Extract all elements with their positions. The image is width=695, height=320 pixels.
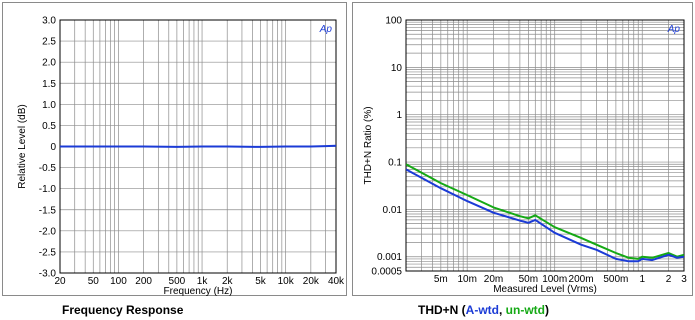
y-tick-label: 10 (391, 63, 403, 74)
y-tick-label: 0 (50, 142, 56, 153)
y-tick-label: -3.0 (39, 269, 57, 280)
y-tick-label: 0.1 (388, 158, 402, 169)
x-tick-label: 2 (666, 274, 672, 285)
series-line-un-wtd (406, 163, 684, 260)
x-tick-label: 500 (169, 276, 186, 287)
y-tick-label: 1.5 (42, 79, 56, 90)
x-tick-label: 2k (222, 276, 234, 287)
thd-n-caption-a-wtd: A-wtd (465, 303, 499, 317)
x-tick-label: 3 (681, 274, 687, 285)
x-tick-label: 20k (303, 276, 320, 287)
y-tick-label: 2.0 (42, 58, 56, 69)
thd-n-caption-prefix: THD+N ( (418, 303, 466, 317)
x-tick-label: 10k (278, 276, 295, 287)
thd-n-caption-suffix: ) (545, 303, 549, 317)
x-tick-label: 5k (255, 276, 267, 287)
x-axis-label: Measured Level (Vrms) (493, 284, 597, 295)
ap-logo: Ap (319, 24, 333, 35)
x-tick-label: 100 (110, 276, 127, 287)
x-tick-label: 10m (457, 274, 476, 285)
y-tick-label: 2.5 (42, 37, 56, 48)
x-tick-label: 1 (639, 274, 645, 285)
x-tick-label: 50 (88, 276, 100, 287)
y-axis-label: THD+N Ratio (%) (363, 106, 374, 184)
y-tick-label: -2.0 (39, 226, 57, 237)
y-tick-label: 0.01 (383, 205, 403, 216)
x-tick-label: 20m (484, 274, 503, 285)
x-tick-label: 20 (54, 276, 66, 287)
y-tick-label: -1.5 (39, 205, 57, 216)
x-tick-label: 50m (519, 274, 538, 285)
x-tick-label: 200 (135, 276, 152, 287)
frequency-response-panel: 3.0 2.5 2.0 1.5 1.0 0.5 0 -0.5 -1.0 -1.5 -2.0 -2.5 -… (2, 2, 347, 298)
y-tick-label: 0.001 (377, 252, 402, 263)
frequency-response-caption: Frequency Response (62, 303, 183, 317)
y-tick-label: 0.5 (42, 121, 56, 132)
frequency-response-chart: 3.0 2.5 2.0 1.5 1.0 0.5 0 -0.5 -1.0 -1.5 -2.0 -2.5 -… (17, 16, 345, 298)
y-tick-label: 0.0005 (371, 267, 402, 278)
y-tick-label: -2.5 (39, 247, 57, 258)
y-tick-label: 1.0 (42, 100, 56, 111)
y-tick-label: -1.0 (39, 184, 57, 195)
x-tick-label: 500m (603, 274, 628, 285)
series-line (60, 144, 336, 148)
x-tick-label: 1k (197, 276, 209, 287)
x-tick-label: 40k (328, 276, 345, 287)
frequency-response-caption-text: Frequency Response (62, 303, 184, 317)
y-tick-label: 100 (385, 16, 402, 27)
ap-logo: Ap (667, 24, 681, 35)
y-tick-label: -0.5 (39, 163, 57, 174)
y-tick-label: 3.0 (42, 16, 56, 27)
thd-n-caption-un-wtd: un-wtd (505, 303, 545, 317)
y-axis-label: Relative Level (dB) (17, 104, 28, 188)
thd-n-panel: 100 10 1 0.1 0.01 0.001 0.0005 5m 10m 20m 50m 100m 2… (352, 2, 693, 296)
y-tick-label: 1 (396, 110, 402, 121)
thd-n-caption: THD+N (A-wtd, un-wtd) (418, 303, 549, 317)
x-tick-label: 100m (542, 274, 567, 285)
x-tick-label: 5m (434, 274, 448, 285)
x-tick-label: 200m (569, 274, 594, 285)
plot-frame (405, 19, 685, 272)
thd-n-caption-separator: , (499, 303, 506, 317)
series-line-a-wtd (406, 168, 684, 263)
x-axis-label: Frequency (Hz) (164, 286, 233, 297)
